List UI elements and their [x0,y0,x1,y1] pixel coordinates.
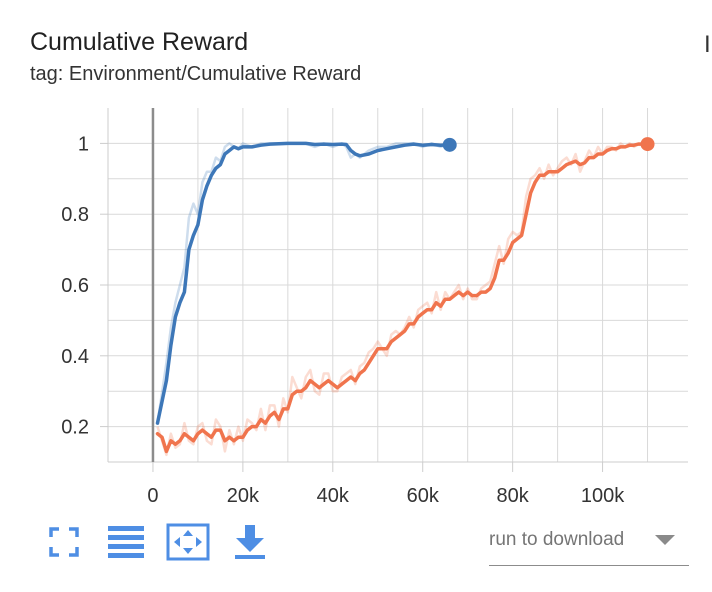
y-tick-label: 1 [78,133,89,155]
fit-domain-button[interactable] [164,518,212,566]
data-table-icon [108,526,144,558]
series-1-raw-line [156,142,451,424]
series-1-end-point[interactable] [442,137,457,152]
fullscreen-button[interactable] [40,518,88,566]
run-download-select[interactable]: run to download [489,523,689,566]
x-tick-label: 20k [227,485,260,507]
series-2-raw-line [156,142,648,457]
series-2-smoothed-line[interactable] [155,142,650,454]
fit-domain-icon [166,523,210,561]
fullscreen-icon [49,527,79,557]
grid [107,108,688,463]
x-tick-label: 0 [147,485,158,507]
series-1-smoothed-line[interactable] [155,141,452,425]
chevron-down-icon [655,535,675,545]
tick-labels: 0 20k 40k 60k 80k 100k 0.2 0.4 0.6 0.8 1 [61,133,625,507]
x-tick-label: 80k [497,485,530,507]
run-download-placeholder: run to download [489,529,625,550]
y-tick-label: 0.4 [61,346,89,368]
y-tick-label: 0.6 [61,275,89,297]
series-lines [155,137,655,457]
y-tick-label: 0.2 [61,417,89,439]
download-icon [235,525,265,559]
chart-title: Cumulative Reward [30,28,249,56]
line-chart[interactable]: 0 20k 40k 60k 80k 100k 0.2 0.4 0.6 0.8 1 [0,0,712,510]
x-tick-label: 100k [581,485,625,507]
chart-tag: tag: Environment/Cumulative Reward [30,63,362,85]
download-button[interactable] [226,518,274,566]
y-tick-label: 0.8 [61,204,89,226]
chart-toolbar [40,518,288,566]
data-table-button[interactable] [102,518,150,566]
x-tick-label: 40k [317,485,350,507]
series-2-end-point[interactable] [640,137,655,152]
next-card-title-fragment: I [704,31,711,58]
x-tick-label: 60k [407,485,440,507]
